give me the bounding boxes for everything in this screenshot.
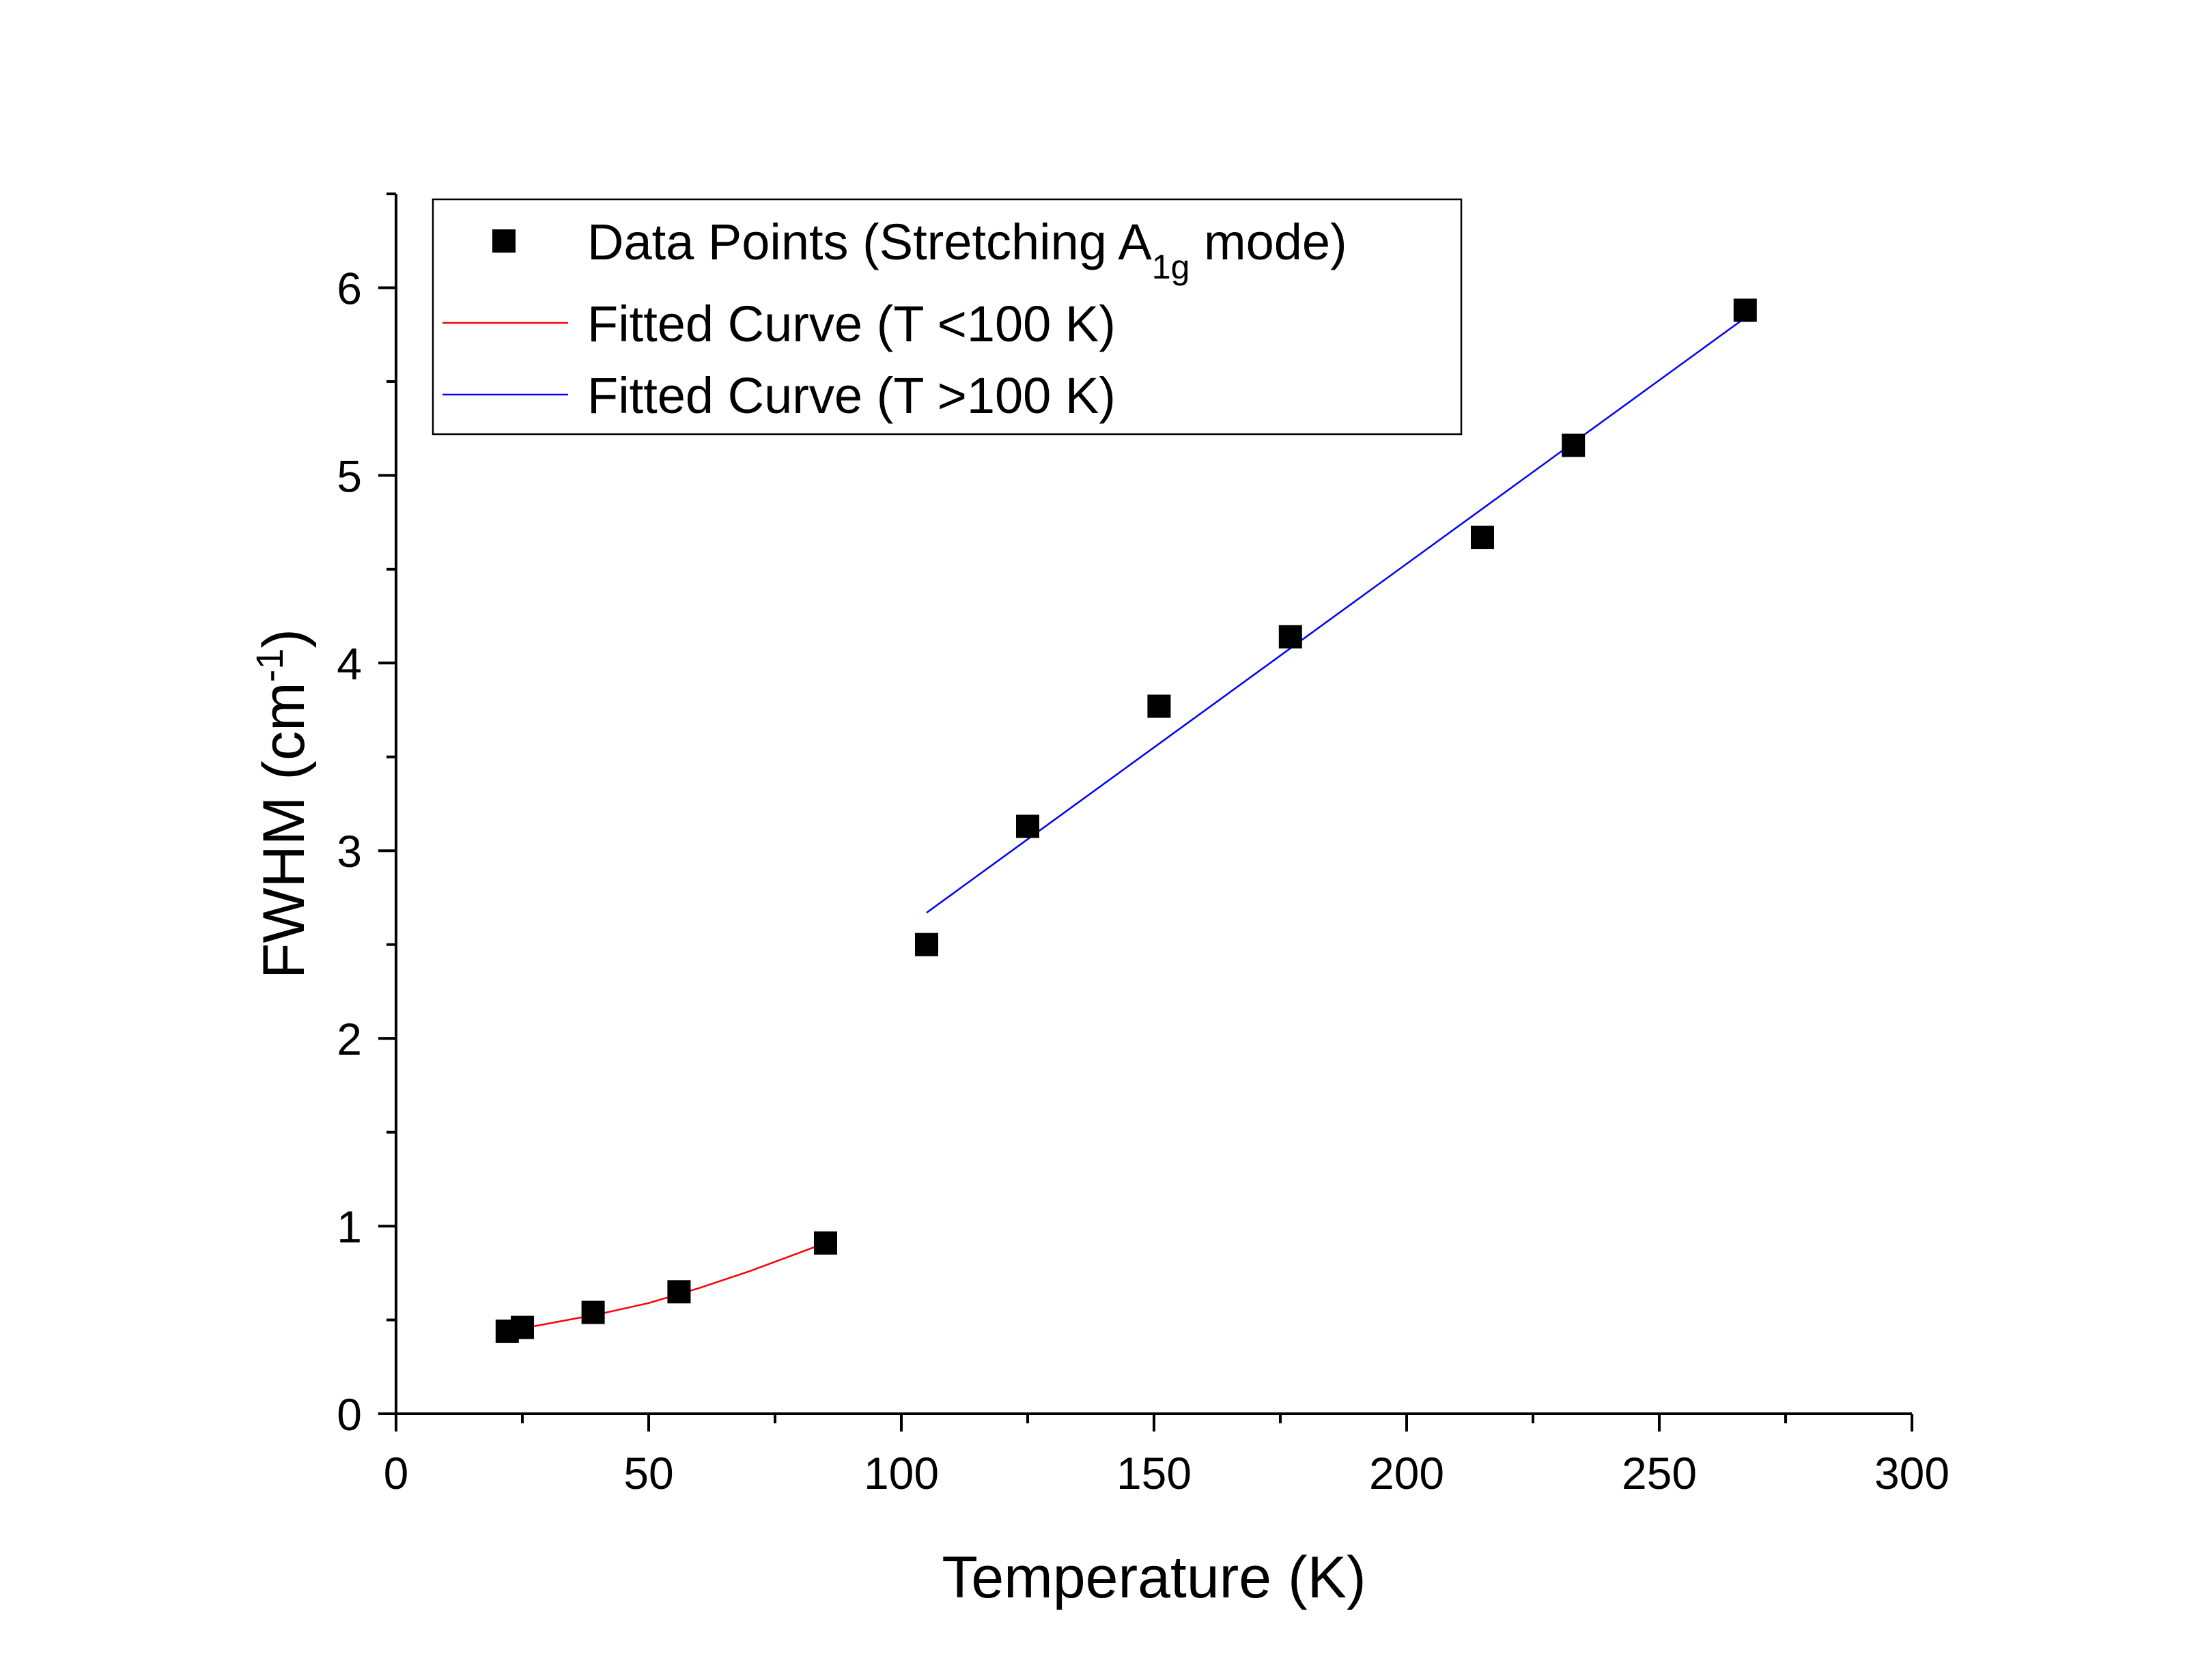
y-tick-label: 6 <box>337 263 362 313</box>
x-tick-label: 200 <box>1369 1448 1444 1498</box>
legend-marker-data <box>492 229 516 253</box>
data-point <box>1562 433 1586 457</box>
legend: Data Points (Stretching A1g mode) Fitted … <box>432 198 1463 436</box>
data-point <box>511 1315 534 1339</box>
legend-box <box>432 198 1463 436</box>
y-tick-label: 2 <box>337 1014 362 1064</box>
data-point <box>814 1231 837 1255</box>
x-tick-label: 100 <box>864 1448 939 1498</box>
y-tick-label: 5 <box>337 451 362 501</box>
y-axis-title: FWHM (cm-1) <box>248 629 318 979</box>
plot-area <box>495 298 1757 1343</box>
data-point <box>581 1300 605 1324</box>
legend-label-data: Data Points (Stretching A1g mode) <box>587 214 1347 286</box>
axes: 0 50 100 150 200 250 300 0 1 2 3 4 5 6 Temperature (K)… <box>248 193 1949 1610</box>
data-point <box>667 1280 691 1304</box>
data-point <box>1016 814 1039 838</box>
x-tick-label: 300 <box>1874 1448 1949 1498</box>
x-tick-label: 250 <box>1622 1448 1697 1498</box>
data-point <box>915 932 938 956</box>
fit-line-low <box>507 1242 826 1333</box>
x-tick-label: 50 <box>623 1448 673 1498</box>
x-tick-label: 0 <box>384 1448 409 1498</box>
legend-label-high: Fitted Curve (T >100 K) <box>587 367 1116 424</box>
y-tick-label: 1 <box>337 1201 362 1252</box>
data-point <box>1471 526 1494 550</box>
data-point <box>1733 298 1757 322</box>
data-point <box>1147 694 1171 718</box>
data-point <box>1278 625 1302 649</box>
legend-label-low: Fitted Curve (T <100 K) <box>587 296 1116 352</box>
x-axis-title: Temperature (K) <box>942 1545 1366 1610</box>
y-tick-label: 3 <box>337 826 362 877</box>
fit-line-high <box>926 317 1746 913</box>
y-tick-label: 4 <box>337 638 362 689</box>
y-tick-label: 0 <box>337 1389 362 1440</box>
x-tick-label: 150 <box>1116 1448 1192 1498</box>
